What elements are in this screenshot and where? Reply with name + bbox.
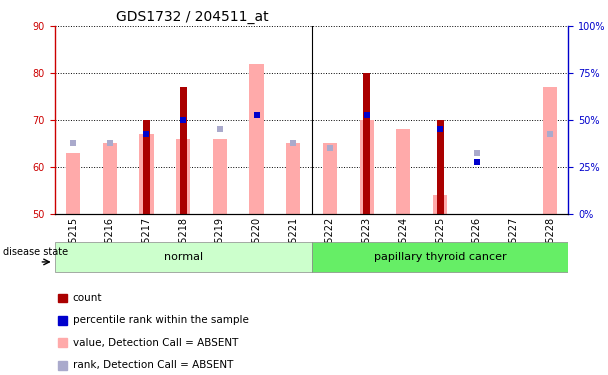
Text: normal: normal xyxy=(164,252,202,262)
Bar xyxy=(58,339,67,347)
Text: rank, Detection Call = ABSENT: rank, Detection Call = ABSENT xyxy=(73,360,233,370)
Bar xyxy=(66,153,80,214)
Text: GDS1732 / 204511_at: GDS1732 / 204511_at xyxy=(116,10,269,24)
Bar xyxy=(213,139,227,214)
FancyBboxPatch shape xyxy=(55,242,311,272)
Bar xyxy=(103,144,117,214)
Bar xyxy=(179,87,187,214)
Bar xyxy=(58,316,67,325)
Bar xyxy=(437,120,444,214)
Bar xyxy=(323,144,337,214)
Bar xyxy=(249,64,264,214)
Bar xyxy=(139,134,154,214)
Bar xyxy=(176,139,190,214)
Bar xyxy=(286,144,300,214)
FancyBboxPatch shape xyxy=(311,242,568,272)
Text: disease state: disease state xyxy=(3,247,68,257)
Bar xyxy=(396,129,410,214)
Bar xyxy=(58,361,67,369)
Bar xyxy=(58,294,67,302)
Bar xyxy=(143,120,150,214)
Text: value, Detection Call = ABSENT: value, Detection Call = ABSENT xyxy=(73,338,238,348)
Bar xyxy=(359,120,374,214)
Text: papillary thyroid cancer: papillary thyroid cancer xyxy=(374,252,506,262)
Bar xyxy=(433,195,447,214)
Bar xyxy=(363,73,370,214)
Text: percentile rank within the sample: percentile rank within the sample xyxy=(73,315,249,326)
Text: count: count xyxy=(73,293,102,303)
Bar xyxy=(543,87,557,214)
